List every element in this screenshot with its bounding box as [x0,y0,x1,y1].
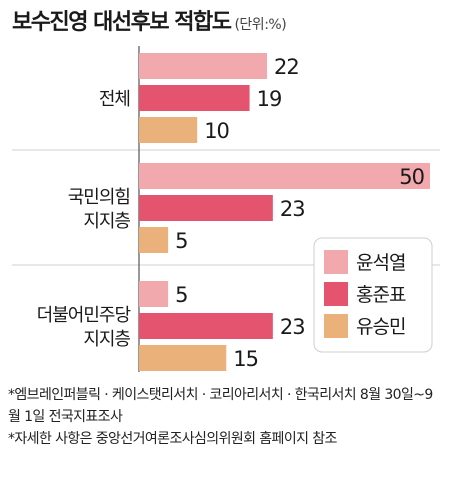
bar-value-label: 22 [274,55,299,79]
bar [139,117,198,143]
legend-label: 유승민 [356,316,405,338]
bar [139,85,250,111]
bar [139,195,273,221]
bar-value-label: 50 [399,165,424,189]
title-row: 보수진영 대선후보 적합도 (단위:%) [12,4,287,36]
bar [139,53,268,79]
footnote-source: *엠브레인퍼블릭 · 케이스탯리서치 · 코리아리서치 · 한국리서치 8월 3… [8,387,433,425]
notes: *엠브레인퍼블릭 · 케이스탯리서치 · 코리아리서치 · 한국리서치 8월 3… [8,384,444,450]
bar-value-label: 23 [280,315,305,339]
legend-swatch [324,250,348,274]
chart-subtitle: (단위:%) [234,17,287,33]
bars-group: 22 19 10 50 23 5 5 23 15 [139,53,430,371]
chart-title: 보수진영 대선후보 적합도 [12,10,232,35]
bar [139,227,169,253]
bar [139,313,273,339]
bar-value-label: 5 [175,283,187,307]
legend-swatch [324,314,348,338]
bar [139,281,169,307]
bar [139,163,430,189]
bar-value-label: 19 [257,87,282,111]
category-label: 더불어민주당 지지층 [37,305,131,350]
footnote-reference: *자세한 사항은 중앙선거여론조사심의위원회 홈페이지 참조 [8,431,337,447]
bar-value-label: 5 [175,229,187,253]
legend-swatch [324,282,348,306]
legend-label: 윤석열 [356,252,405,274]
category-label: 국민의힘 지지층 [68,187,131,232]
bar-value-label: 23 [280,197,305,221]
bar-value-label: 15 [233,347,258,371]
bar [139,345,227,371]
bar-value-label: 10 [204,119,229,143]
legend-label: 홍준표 [356,284,406,306]
category-label: 전체 [99,89,130,110]
